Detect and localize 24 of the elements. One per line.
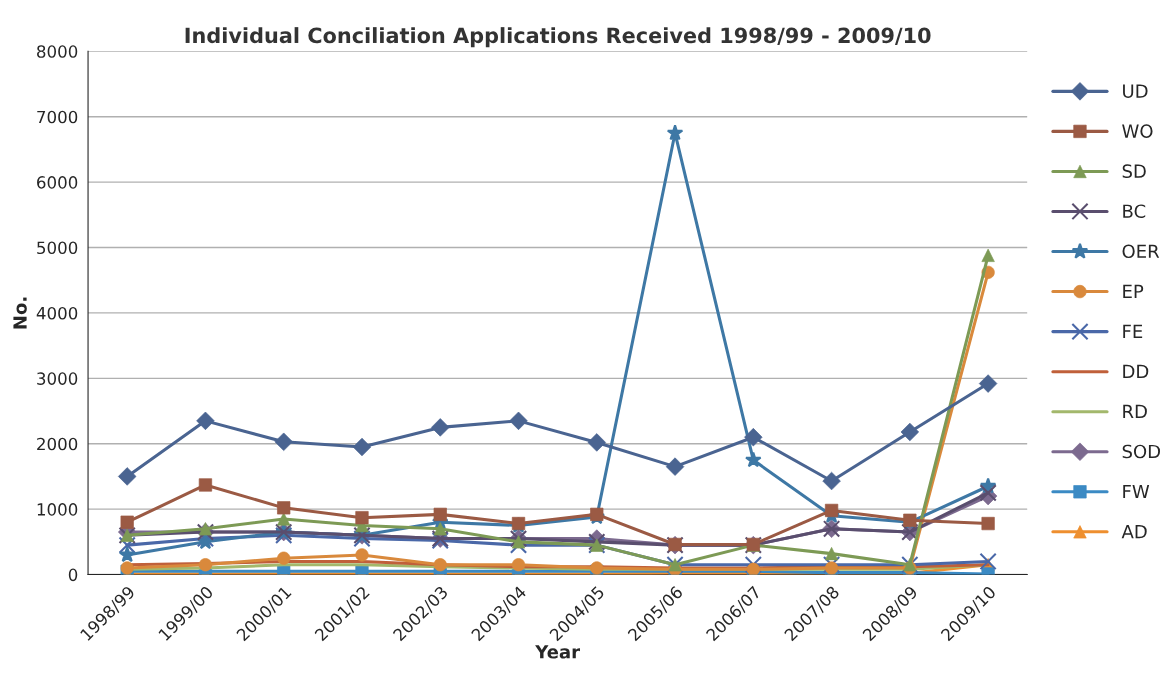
y-tick-label: 4000 — [36, 306, 78, 320]
y-tick-label: 6000 — [37, 176, 78, 189]
y-tick-label: 3000 — [37, 372, 78, 385]
legend-label: BC — [1123, 204, 1146, 219]
legend-label: SD — [1122, 164, 1146, 179]
legend-label: FE — [1123, 324, 1143, 338]
x-axis-title: Year — [535, 645, 580, 659]
legend-label: OER — [1122, 244, 1160, 259]
legend-label: SOD — [1122, 444, 1161, 459]
legend-label: FW — [1123, 484, 1150, 499]
y-tick-label: 7000 — [37, 110, 78, 124]
y-tick-label: 8000 — [37, 45, 78, 58]
y-tick-label: 1000 — [37, 503, 78, 516]
y-tick-label: 2000 — [37, 437, 78, 451]
y-tick-label: 0 — [68, 568, 78, 582]
legend-label: WO — [1122, 124, 1153, 138]
y-axis-title: No. — [13, 297, 27, 329]
y-tick-label: 5000 — [37, 241, 78, 255]
legend-label: UD — [1123, 84, 1148, 98]
chart-title: Individual Conciliation Applications Received 1998/99 - 2009/10 — [185, 27, 931, 48]
legend-label: DD — [1123, 364, 1149, 378]
legend-label: RD — [1123, 404, 1147, 419]
legend-label: AD — [1121, 524, 1147, 539]
legend-label: EP — [1123, 284, 1144, 298]
